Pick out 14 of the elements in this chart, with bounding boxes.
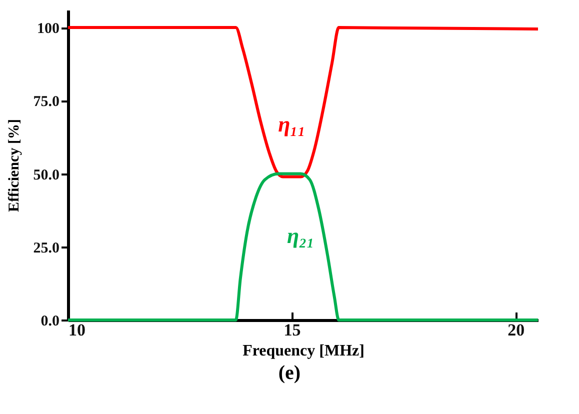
y-tick-label: 75.0 xyxy=(33,94,60,110)
series-label: η₂₁ xyxy=(287,222,314,248)
x-tick-label: 20 xyxy=(508,320,525,340)
x-axis-title: Frequency [MHz] xyxy=(242,342,364,360)
y-axis-title: Efficiency [%] xyxy=(6,119,22,212)
x-tick-label: 10 xyxy=(68,320,86,340)
line-series xyxy=(66,26,540,178)
y-tick-label: 0.0 xyxy=(40,314,60,330)
y-tick-label: 50.0 xyxy=(33,167,60,184)
y-tick-label: 25.0 xyxy=(33,240,60,256)
x-tick-label: 15 xyxy=(284,320,301,340)
series-label: η₁₁ xyxy=(278,112,306,137)
y-tick-label: 100 xyxy=(37,21,60,38)
text: (e) xyxy=(277,362,302,385)
